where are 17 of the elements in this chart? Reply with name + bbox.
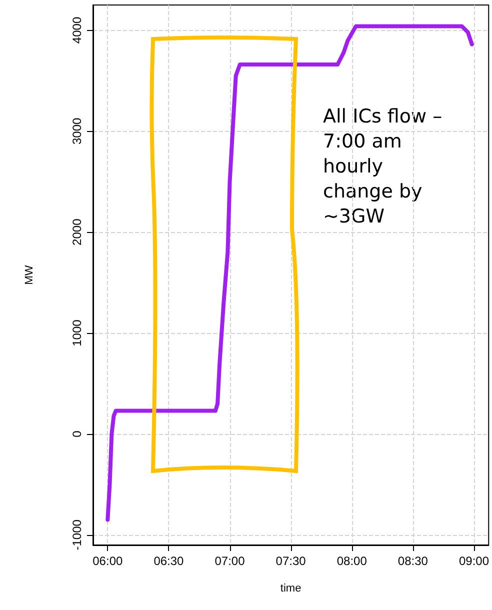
x-tick-label: 08:00 (336, 554, 368, 568)
line-series (106, 24, 474, 522)
x-tick-label: 07:00 (214, 554, 246, 568)
x-tick-label: 08:30 (398, 554, 428, 568)
y-axis-title: MW (24, 264, 36, 285)
y-tick-label: 2000 (70, 218, 84, 246)
y-tick-label: -1000 (70, 519, 84, 550)
y-tick-label: 1000 (70, 319, 84, 346)
y-tick-label: 0 (70, 430, 84, 438)
x-tick-label: 06:30 (154, 554, 184, 568)
y-tick-label: 4000 (70, 16, 84, 44)
y-tick-label: 3000 (70, 118, 84, 145)
x-tick-label: 06:00 (92, 554, 123, 568)
x-tick-label: 09:00 (458, 554, 490, 568)
x-tick-label: 07:30 (276, 554, 306, 568)
x-axis-title: time (280, 582, 302, 594)
annotation: All ICs flow – 7:00 am hourly change by ~3GW (323, 106, 442, 228)
